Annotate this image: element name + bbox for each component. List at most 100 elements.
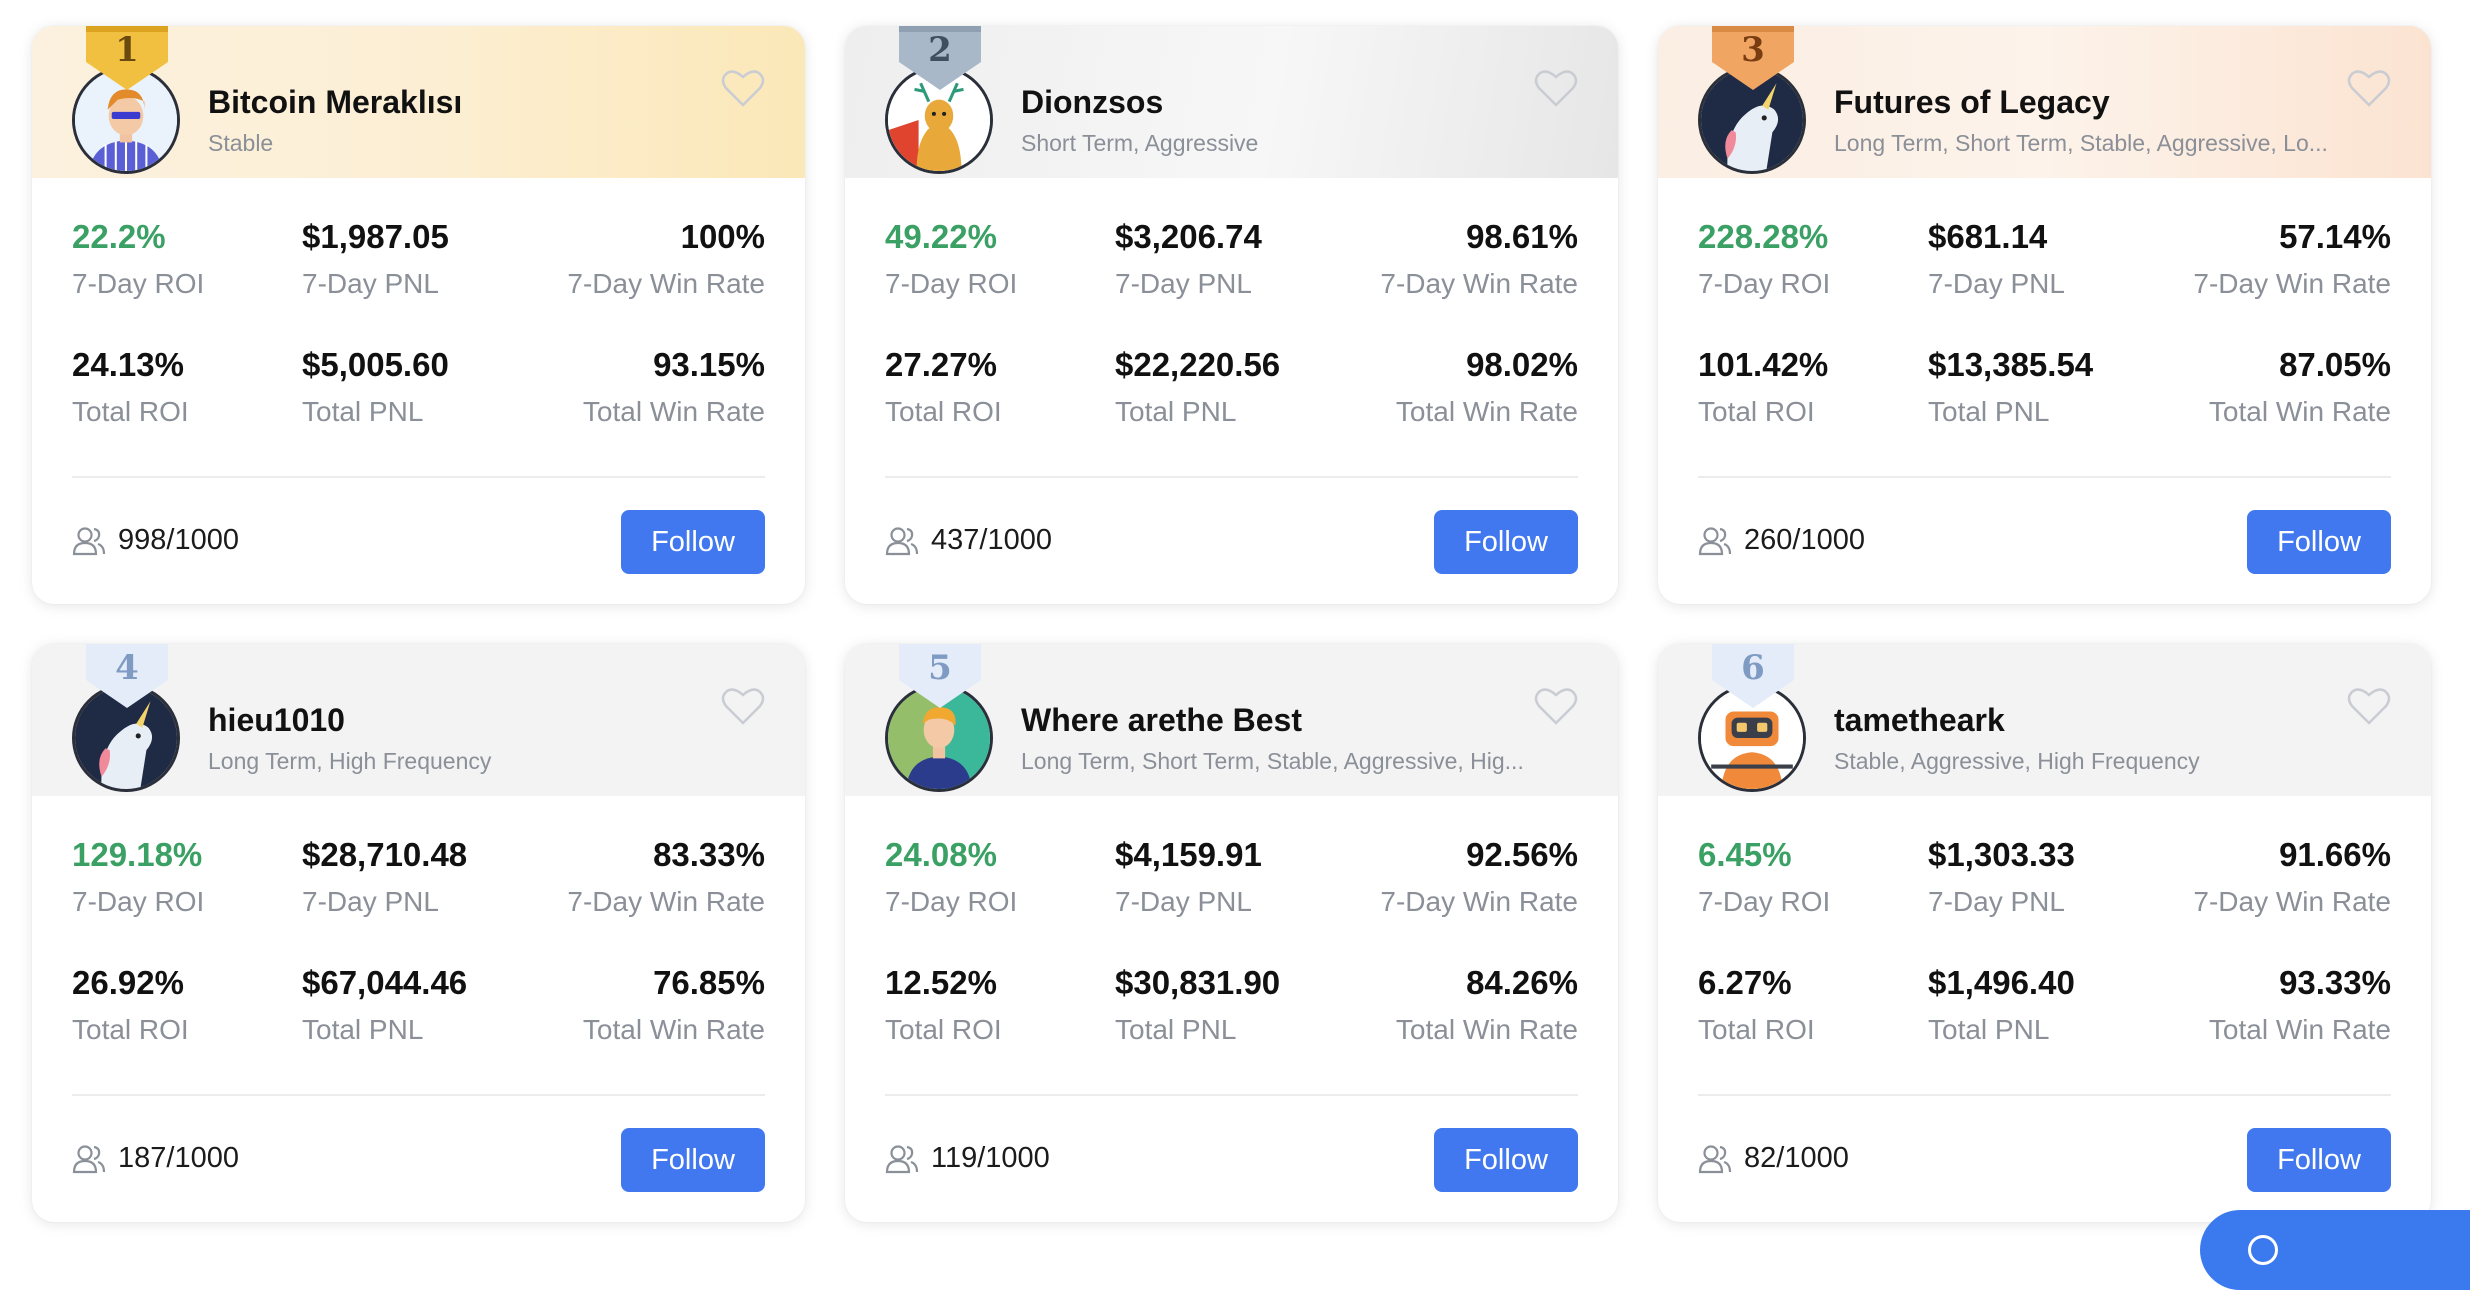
divider [72,1094,765,1096]
heart-icon[interactable] [1534,68,1578,108]
card-header: 2 Dionzsos Short Term, Aggressive [845,26,1618,178]
roi-7d-label: 7-Day ROI [885,886,1018,917]
stats-panel: 22.2% 7-Day ROI $1,987.05 7-Day PNL 100% 7-… [72,218,765,474]
follow-button[interactable]: Follow [1434,510,1578,574]
avatar[interactable]: 6 [1698,644,1806,792]
pnl-7d-value: $1,987.05 [302,218,449,255]
roi-total-label: Total ROI [885,1014,1002,1045]
pnl-7d-label: 7-Day PNL [1928,886,2065,917]
rank-number: 3 [1741,30,1765,70]
heart-icon[interactable] [2347,686,2391,726]
follower-count-text: 998/1000 [118,524,239,556]
pnl-7d-label: 7-Day PNL [1115,886,1252,917]
roi-total-value: 24.13% [72,346,184,383]
heart-icon[interactable] [1534,686,1578,726]
follow-button[interactable]: Follow [2247,510,2391,574]
pnl-total-value: $30,831.90 [1115,964,1281,1001]
trader-name[interactable]: Where arethe Best [1021,702,1302,738]
pnl-total-value: $5,005.60 [302,346,449,383]
rank-number: 2 [928,30,952,70]
users-icon [885,526,919,555]
roi-7d-value: 129.18% [72,836,203,873]
pnl-total-label: Total PNL [1928,1014,2050,1045]
divider [1698,476,2391,478]
chat-icon [2248,1235,2278,1265]
follow-button[interactable]: Follow [1434,1128,1578,1192]
avatar[interactable]: 1 [72,26,180,174]
follower-count: 82/1000 [1698,1142,1849,1175]
follow-button[interactable]: Follow [621,1128,765,1192]
roi-7d-label: 7-Day ROI [1698,886,1831,917]
heart-icon[interactable] [721,686,765,726]
winrate-total-value: 87.05% [2279,346,2391,383]
follower-count: 260/1000 [1698,524,1865,557]
users-icon [72,1144,106,1173]
card-header: 4 hieu1010 Long Term, High Frequency [32,644,805,796]
roi-total-value: 101.42% [1698,346,1829,383]
roi-total-label: Total ROI [72,396,189,427]
trader-name[interactable]: Futures of Legacy [1834,84,2110,120]
winrate-total-label: Total Win Rate [2208,1014,2391,1045]
follower-count-text: 437/1000 [931,524,1052,556]
follower-count: 998/1000 [72,524,239,557]
users-icon [72,526,106,555]
users-icon [1698,526,1732,555]
winrate-total-label: Total Win Rate [582,1014,765,1045]
avatar[interactable]: 4 [72,644,180,792]
trader-tags: Long Term, High Frequency [208,748,492,774]
pnl-total-label: Total PNL [1928,396,2050,427]
follower-count: 119/1000 [885,1142,1050,1175]
trader-tags: Stable [208,130,274,156]
winrate-total-value: 98.02% [1466,346,1578,383]
winrate-total-value: 93.15% [653,346,765,383]
avatar[interactable]: 3 [1698,26,1806,174]
roi-total-label: Total ROI [72,1014,189,1045]
follower-count-text: 119/1000 [931,1142,1050,1174]
online-support-button[interactable] [2200,1210,2470,1290]
stats-panel: 6.45% 7-Day ROI $1,303.33 7-Day PNL 91.66%… [1698,836,2391,1092]
rank-badge: 3 [1708,26,1798,92]
card-header: 3 Futures of Legacy Long Term, Short Ter… [1658,26,2431,178]
divider [885,1094,1578,1096]
follow-button[interactable]: Follow [2247,1128,2391,1192]
trader-name[interactable]: hieu1010 [208,702,345,738]
roi-7d-value: 49.22% [885,218,997,255]
avatar-unicorn-icon [75,687,177,789]
pnl-total-label: Total PNL [1115,396,1237,427]
roi-total-label: Total ROI [885,396,1002,427]
pnl-total-label: Total PNL [1115,1014,1237,1045]
stats-panel: 24.08% 7-Day ROI $4,159.91 7-Day PNL 92.56… [885,836,1578,1092]
pnl-7d-value: $3,206.74 [1115,218,1262,255]
winrate-7d-label: 7-Day Win Rate [567,886,765,917]
trader-name[interactable]: Dionzsos [1021,84,1164,120]
winrate-total-value: 84.26% [1466,964,1578,1001]
rank-badge: 4 [82,644,172,710]
pnl-7d-label: 7-Day PNL [302,886,439,917]
avatar[interactable]: 2 [885,26,993,174]
winrate-7d-label: 7-Day Win Rate [1380,268,1578,299]
trader-card-grid: 1 Bitcoin Meraklısı Stable 22.2% 7-Day RO… [32,26,2431,1222]
rank-badge: 1 [82,26,172,92]
rank-number: 1 [115,30,139,70]
pnl-7d-value: $4,159.91 [1115,836,1262,873]
trader-name[interactable]: tametheark [1834,702,2005,738]
card-header: 1 Bitcoin Meraklısı Stable [32,26,805,178]
card-header: 6 tametheark Stable, Aggressive, High Fr… [1658,644,2431,796]
rank-number: 6 [1741,648,1765,688]
follow-button[interactable]: Follow [621,510,765,574]
follower-count: 187/1000 [72,1142,239,1175]
roi-7d-value: 22.2% [72,218,166,255]
trader-tags: Stable, Aggressive, High Frequency [1834,748,2200,774]
heart-icon[interactable] [721,68,765,108]
roi-total-value: 27.27% [885,346,997,383]
pnl-7d-label: 7-Day PNL [1928,268,2065,299]
winrate-7d-value: 57.14% [2279,218,2391,255]
follower-count-text: 260/1000 [1744,524,1865,556]
roi-total-label: Total ROI [1698,396,1815,427]
heart-icon[interactable] [2347,68,2391,108]
trader-card: 6 tametheark Stable, Aggressive, High Fr… [1658,644,2431,1222]
avatar[interactable]: 5 [885,644,993,792]
roi-7d-label: 7-Day ROI [1698,268,1831,299]
trader-name[interactable]: Bitcoin Meraklısı [208,84,463,120]
winrate-total-value: 76.85% [653,964,765,1001]
